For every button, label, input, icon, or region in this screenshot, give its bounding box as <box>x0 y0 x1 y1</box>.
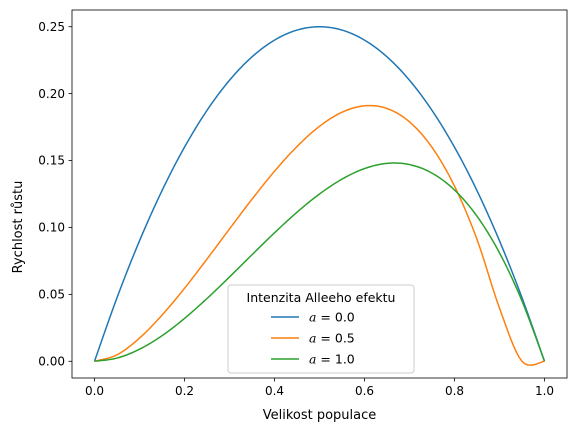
y-axis: 0.00 0.05 0.10 0.15 0.20 0.25 <box>38 20 72 368</box>
y-tick-label: 0.15 <box>38 154 65 168</box>
y-tick-label: 0.25 <box>38 20 65 34</box>
series-line-1 <box>94 104 545 366</box>
legend-title: Intenzita Alleeho efektu <box>247 290 396 305</box>
series-line-0 <box>93 25 546 362</box>
axes-frame <box>71 9 568 379</box>
x-axis-label: Velikost populace <box>263 408 377 423</box>
x-tick-label: 0.8 <box>445 384 464 398</box>
legend-box <box>227 284 415 374</box>
series-line-2 <box>94 162 546 363</box>
y-tick-label: 0.00 <box>38 354 65 368</box>
x-axis: 0.0 0.2 0.4 0.6 0.8 1.0 <box>85 378 554 398</box>
y-tick-label: 0.10 <box>38 221 65 235</box>
legend-label-0: a = 0.0 <box>309 310 355 325</box>
axes-border <box>71 9 568 379</box>
x-tick-label: 0.0 <box>85 384 104 398</box>
x-tick-label: 0.6 <box>355 384 374 398</box>
x-tick-label: 0.2 <box>175 384 194 398</box>
legend: Intenzita Alleeho efektu a = 0.0 a = 0.5 a… <box>227 284 415 374</box>
y-tick-label: 0.20 <box>38 87 65 101</box>
legend-label-1: a = 0.5 <box>309 331 355 346</box>
plot-area <box>93 25 546 366</box>
x-tick-label: 0.4 <box>265 384 284 398</box>
y-tick-label: 0.05 <box>38 288 65 302</box>
y-axis-label: Rychlost růstu <box>11 181 26 274</box>
x-tick-label: 1.0 <box>535 384 554 398</box>
legend-label-2: a = 1.0 <box>309 352 355 367</box>
